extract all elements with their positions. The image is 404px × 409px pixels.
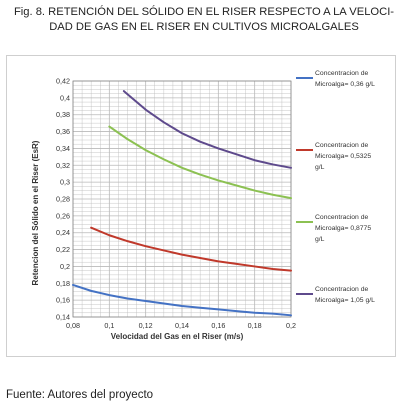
chart-grid	[72, 80, 292, 318]
line-chart: 0,14 0,16 0,18 0,2 0,22 0,24 0,26 0,28 0,3 0,32 0,…	[31, 70, 375, 341]
x-tick-label: 0,14	[175, 321, 189, 330]
x-tick-label: 0,18	[248, 321, 262, 330]
series-line-3	[108, 125, 292, 200]
legend-label-1: Concentracion de	[315, 70, 368, 77]
chart-axes: 0,14 0,16 0,18 0,2 0,22 0,24 0,26 0,28 0,3 0,32 0,…	[56, 77, 296, 331]
x-tick-label: 0,12	[139, 321, 153, 330]
y-tick-label: 0,14	[56, 313, 70, 322]
x-tick-label: 0,16	[211, 321, 225, 330]
x-tick-label: 0,1	[104, 321, 114, 330]
y-tick-label: 0,16	[56, 296, 70, 305]
chart-series	[72, 90, 292, 317]
y-tick-label: 0,32	[56, 161, 70, 170]
y-tick-label: 0,4	[60, 93, 70, 102]
x-axis-label: Velocidad del Gas en el Riser (m/s)	[111, 332, 244, 341]
y-tick-label: 0,34	[56, 144, 70, 153]
y-tick-label: 0,36	[56, 127, 70, 136]
legend-label-4: Concentracion de	[315, 286, 368, 293]
y-tick-label: 0,42	[56, 77, 70, 86]
legend-label-3: Microalga= 0,8775	[315, 225, 371, 232]
y-tick-label: 0,24	[56, 228, 70, 237]
y-tick-label: 0,18	[56, 279, 70, 288]
series-line-4	[122, 90, 292, 169]
y-tick-label: 0,22	[56, 245, 70, 254]
legend-label-1: Microalga= 0,36 g/L	[315, 81, 375, 88]
legend-label-3: Concentracion de	[315, 214, 368, 221]
chart-legend: Concentracion de Microalga= 0,36 g/L Conce…	[296, 70, 375, 304]
y-tick-label: 0,28	[56, 195, 70, 204]
x-tick-label: 0,2	[286, 321, 296, 330]
y-tick-label: 0,38	[56, 110, 70, 119]
figure-caption: Fig. 8. RETENCIÓN DEL SÓLIDO EN EL RISER…	[6, 5, 402, 35]
legend-label-4: Microalga= 1,05 g/L	[315, 297, 375, 304]
legend-label-2: Microalga= 0,5325	[315, 153, 371, 160]
legend-label-3: g/L	[315, 236, 325, 243]
x-tick-label: 0,08	[66, 321, 80, 330]
legend-label-2: g/L	[315, 164, 325, 171]
legend-label-2: Concentracion de	[315, 142, 368, 149]
chart-frame: 0,14 0,16 0,18 0,2 0,22 0,24 0,26 0,28 0,3 0,32 0,…	[6, 55, 396, 357]
y-axis-label: Retencion del Sólido en el Riser (EsR)	[31, 140, 40, 285]
y-tick-label: 0,26	[56, 211, 70, 220]
y-tick-label: 0,2	[60, 262, 70, 271]
series-line-2	[90, 226, 292, 272]
source-note: Fuente: Autores del proyecto	[6, 389, 154, 401]
caption-line-1: Fig. 8. RETENCIÓN DEL SÓLIDO EN EL RISER…	[13, 6, 395, 18]
y-tick-label: 0,3	[60, 178, 70, 187]
series-line-1	[72, 283, 292, 317]
caption-line-2: DAD DE GAS EN EL RISER EN CULTIVOS MICRO…	[49, 21, 359, 33]
